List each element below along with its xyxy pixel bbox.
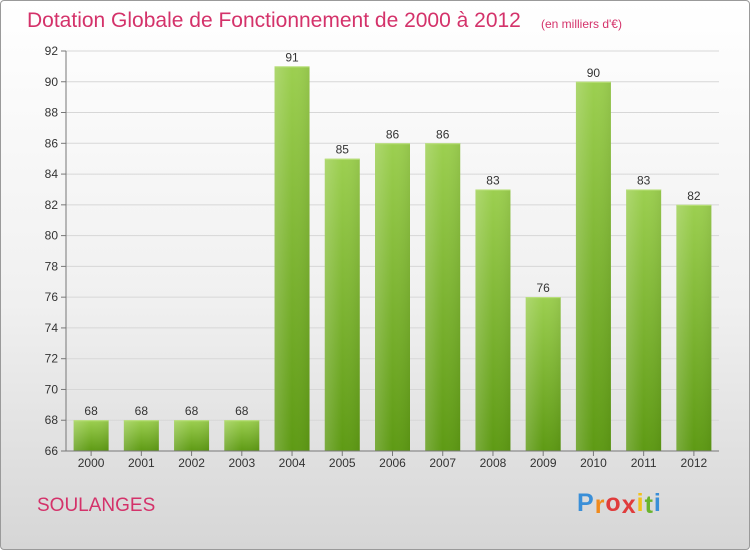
y-tick-label: 74 [45, 321, 59, 335]
data-label: 68 [135, 404, 149, 418]
bar-sheen [575, 81, 611, 452]
bar-sheen [475, 189, 511, 451]
chart-subtitle: (en milliers d'€) [541, 17, 622, 31]
bar-sheen [525, 297, 561, 451]
x-tick-label: 2008 [480, 456, 507, 470]
x-tick-label: 2002 [178, 456, 205, 470]
data-label: 83 [486, 173, 500, 187]
logo-letter: r [594, 491, 606, 519]
logo-letter: x [621, 491, 637, 519]
bar-sheen [425, 143, 461, 452]
y-tick-label: 80 [45, 229, 59, 243]
data-label: 86 [436, 127, 450, 141]
bar-sheen [123, 420, 159, 451]
x-tick-label: 2012 [681, 456, 708, 470]
data-label: 85 [336, 143, 350, 157]
bar-sheen [73, 420, 109, 451]
chart-title: Dotation Globale de Fonctionnement de 20… [27, 9, 521, 32]
y-tick-label: 70 [45, 382, 59, 396]
data-label: 83 [637, 173, 651, 187]
x-tick-label: 2006 [379, 456, 406, 470]
data-label: 82 [687, 189, 701, 203]
data-label: 68 [235, 404, 249, 418]
x-tick-label: 2003 [228, 456, 255, 470]
data-label: 68 [84, 404, 98, 418]
bar-sheen [375, 143, 410, 452]
logo-letter: o [605, 489, 622, 517]
y-tick-label: 92 [45, 44, 59, 58]
x-tick-label: 2005 [329, 456, 356, 470]
bar-series: 68 68 68 68 91 85 86 86 83 76 90 83 82 [73, 50, 712, 452]
y-tick-label: 68 [45, 413, 59, 427]
y-tick-label: 72 [45, 352, 59, 366]
y-tick-label: 66 [45, 444, 59, 458]
x-tick-label: 2009 [530, 456, 557, 470]
x-tick-label: 2007 [429, 456, 456, 470]
y-tick-label: 86 [45, 136, 59, 150]
data-label: 68 [185, 404, 199, 418]
x-tick-label: 2010 [580, 456, 607, 470]
bar-sheen [224, 420, 260, 451]
bar-sheen [174, 420, 210, 451]
x-tick-label: 2000 [78, 456, 105, 470]
logo-letter: i [636, 489, 645, 517]
logo-letter: i [653, 489, 662, 517]
commune-name: SOULANGES [37, 495, 156, 516]
bar-sheen [324, 158, 360, 451]
y-tick-label: 82 [45, 198, 59, 212]
y-tick-label: 90 [45, 75, 59, 89]
y-tick-label: 78 [45, 259, 59, 273]
y-tick-label: 84 [45, 167, 59, 181]
y-tick-label: 76 [45, 290, 59, 304]
x-tick-label: 2004 [279, 456, 306, 470]
bar-sheen [274, 66, 310, 451]
logo-letter: t [644, 491, 654, 519]
data-label: 91 [285, 50, 299, 64]
bar-sheen [626, 189, 662, 451]
proxiti-logo[interactable]: Proxiti [577, 489, 662, 519]
axes: 66 68 70 72 74 76 78 80 82 84 86 88 90 92 2000 2001 2002… [45, 44, 719, 470]
logo-letter: P [577, 489, 595, 517]
bar-sheen [676, 204, 712, 451]
x-tick-label: 2011 [631, 456, 657, 470]
data-label: 76 [537, 281, 551, 295]
x-tick-label: 2001 [128, 456, 155, 470]
y-tick-label: 88 [45, 106, 59, 120]
data-label: 90 [587, 66, 601, 80]
data-label: 86 [386, 127, 400, 141]
